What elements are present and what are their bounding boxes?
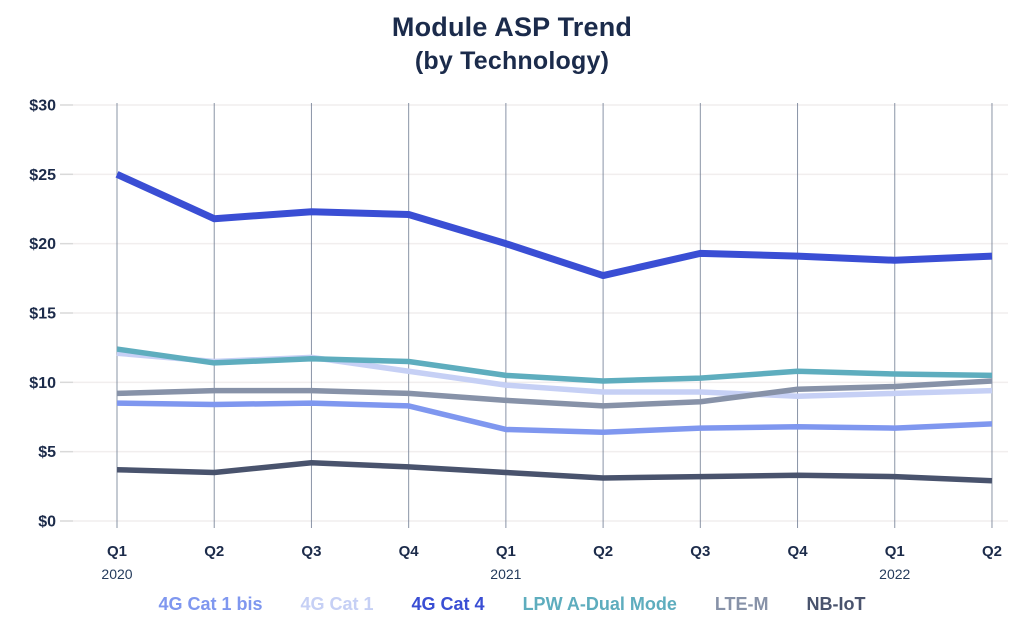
legend-item-4g-cat-4: 4G Cat 4 [411,594,485,614]
plot-area: $0 $5 $10 $15 $20 $25 $30 Q1 Q2 Q3 Q4 Q1 Q2 Q3 Q4 Q1 Q2 2… [29,97,1008,582]
x-axis-label: Q1 [496,543,516,560]
y-axis-label: $20 [29,236,56,253]
series-line-lpw-a-dual-mode [116,346,993,384]
y-axis-label: $15 [29,305,56,322]
legend-item-lte-m: LTE-M [714,594,769,614]
series-line-4g-cat-4 [115,171,993,280]
chart-title: Module ASP Trend [391,12,633,42]
y-axis-label: $10 [29,375,56,392]
legend-item-4g-cat-1: 4G Cat 1 [300,594,374,614]
x-axis-label: Q4 [788,543,809,560]
chart-subtitle: (by Technology) [414,47,610,75]
y-axis-label: $0 [38,514,56,531]
x-axis-year-label: 2021 [490,566,521,582]
x-axis-label: Q2 [982,543,1002,560]
x-axis-label: Q1 [107,543,127,560]
legend-item-nb-iot: NB-IoT [806,594,866,614]
x-axis-year-label: 2022 [879,566,910,582]
x-axis-label: Q3 [690,543,710,560]
x-axis-label: Q2 [593,543,613,560]
series-line-4g-cat-1-bis [116,400,993,436]
x-axis-label: Q4 [399,543,420,560]
series-line-lte-m [116,378,993,409]
y-axis-label: $5 [38,444,56,461]
x-axis-label: Q2 [204,543,224,560]
legend-item-4g-cat-1-bis: 4G Cat 1 bis [158,594,263,614]
x-axis-label: Q1 [885,543,905,560]
chart-legend: 4G Cat 1 bis 4G Cat 1 4G Cat 4 LPW A-Dual M… [0,594,1024,615]
series-line-nb-iot [116,460,993,484]
y-axis-label: $30 [29,97,56,114]
y-axis-label: $25 [29,167,56,184]
x-axis-year-label: 2020 [101,566,132,582]
legend-item-lpw-a-dual-mode: LPW A-Dual Mode [522,594,677,614]
x-axis-label: Q3 [301,543,321,560]
